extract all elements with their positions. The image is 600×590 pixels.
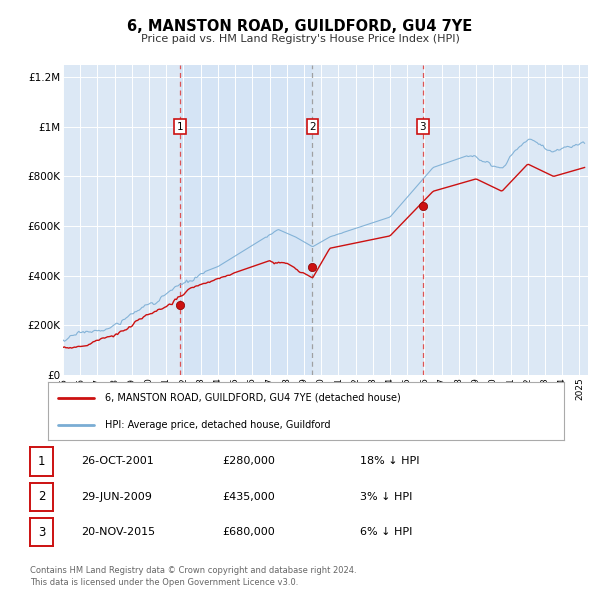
Text: 20-NOV-2015: 20-NOV-2015 xyxy=(81,527,155,537)
Text: 6, MANSTON ROAD, GUILDFORD, GU4 7YE (detached house): 6, MANSTON ROAD, GUILDFORD, GU4 7YE (det… xyxy=(105,393,401,403)
Text: 1: 1 xyxy=(38,455,45,468)
Text: £435,000: £435,000 xyxy=(222,492,275,502)
Text: Price paid vs. HM Land Registry's House Price Index (HPI): Price paid vs. HM Land Registry's House … xyxy=(140,34,460,44)
Text: Contains HM Land Registry data © Crown copyright and database right 2024.
This d: Contains HM Land Registry data © Crown c… xyxy=(30,566,356,587)
Text: 6% ↓ HPI: 6% ↓ HPI xyxy=(360,527,412,537)
Text: 18% ↓ HPI: 18% ↓ HPI xyxy=(360,457,419,466)
Text: 2: 2 xyxy=(38,490,45,503)
Text: 3% ↓ HPI: 3% ↓ HPI xyxy=(360,492,412,502)
Bar xyxy=(181,65,313,375)
Text: 26-OCT-2001: 26-OCT-2001 xyxy=(81,457,154,466)
Text: 3: 3 xyxy=(38,526,45,539)
Text: 6, MANSTON ROAD, GUILDFORD, GU4 7YE: 6, MANSTON ROAD, GUILDFORD, GU4 7YE xyxy=(127,19,473,34)
Text: 29-JUN-2009: 29-JUN-2009 xyxy=(81,492,152,502)
Text: 1: 1 xyxy=(177,122,184,132)
Text: HPI: Average price, detached house, Guildford: HPI: Average price, detached house, Guil… xyxy=(105,420,330,430)
Text: £280,000: £280,000 xyxy=(222,457,275,466)
Text: 2: 2 xyxy=(309,122,316,132)
Text: 3: 3 xyxy=(419,122,426,132)
Text: £680,000: £680,000 xyxy=(222,527,275,537)
